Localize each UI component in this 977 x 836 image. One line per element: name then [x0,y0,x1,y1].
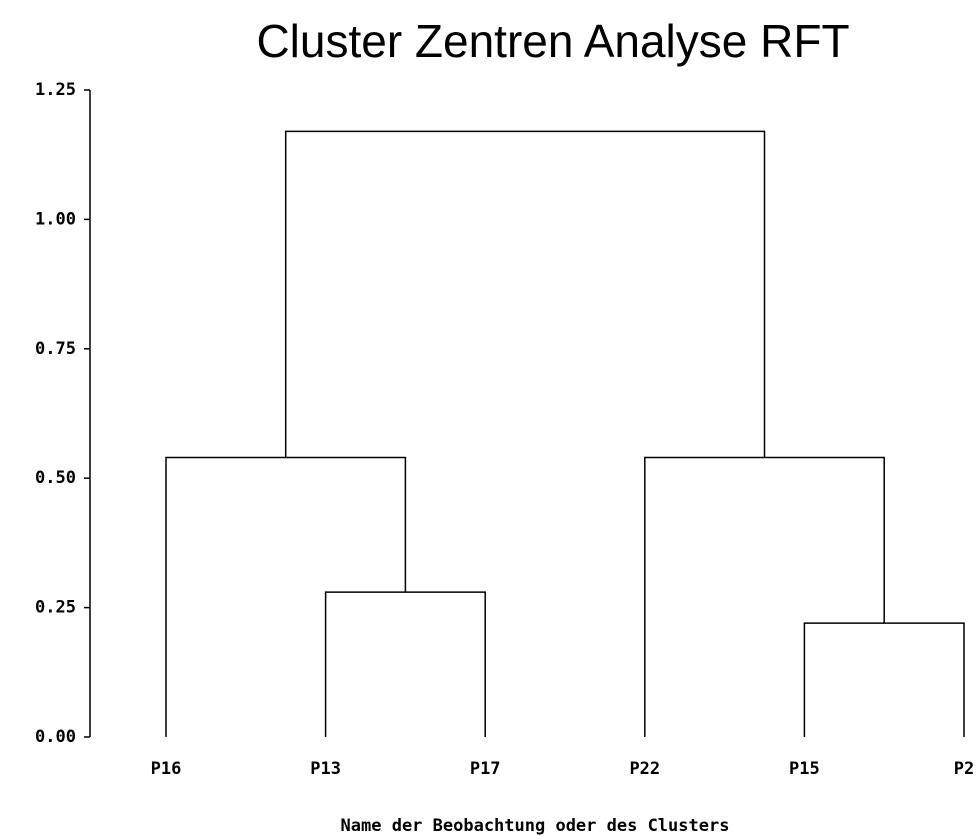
merge-link [284,130,766,458]
x-tick-label: P22 [629,759,660,779]
y-tick-label: 1.25 [35,80,76,100]
chart-title: Cluster Zentren Analyse RFT [256,15,849,67]
y-tick-label: 0.00 [35,727,76,747]
x-tick-label: P16 [151,759,182,779]
merge-link [324,591,486,737]
y-tick-label: 1.00 [35,209,76,229]
x-tick-label: P15 [789,759,820,779]
x-axis-label: Name der Beobachtung oder des Clusters [341,816,730,836]
y-tick-label: 0.25 [35,598,76,618]
x-tick-label: P13 [310,759,341,779]
merge-link [803,622,965,737]
y-tick-label: 0.75 [35,339,76,359]
x-tick-label: P2 [954,759,974,779]
x-tick-label: P17 [470,759,501,779]
merge-link [644,456,885,737]
y-tick-label: 0.50 [35,468,76,488]
merge-link [165,456,407,737]
